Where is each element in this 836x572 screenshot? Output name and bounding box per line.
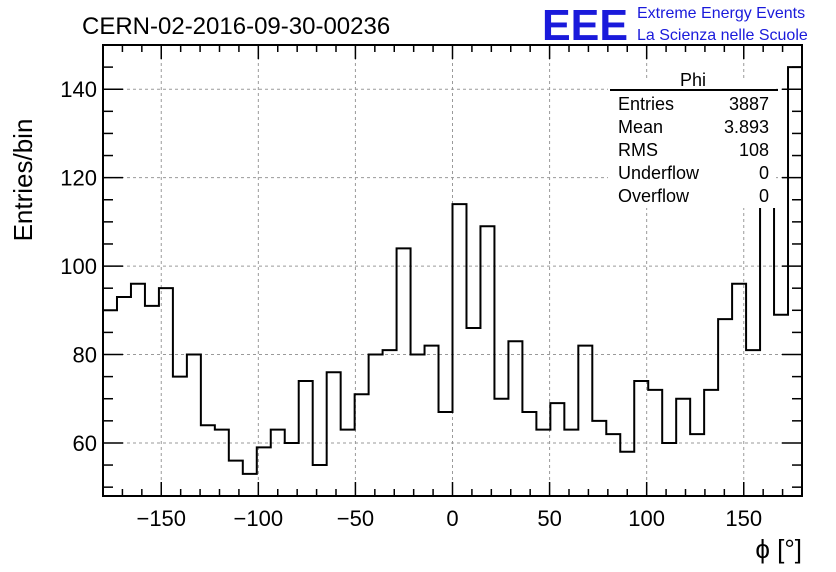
y-tick-label: 120 [60, 166, 97, 191]
y-tick-label: 100 [60, 254, 97, 279]
stats-rows: Entries 3887 Mean 3.893 RMS 108 Underflow 0 Over… [618, 94, 769, 206]
y-tick-label: 80 [73, 343, 97, 368]
x-tick-label: −50 [337, 506, 374, 531]
stats-row-value: 3887 [729, 94, 769, 114]
stats-row-label: Mean [618, 117, 663, 137]
brand-line-2: La Scienza nelle Scuole [637, 27, 808, 44]
stats-row-label: RMS [618, 140, 658, 160]
stats-row-value: 0 [759, 163, 769, 183]
y-axis-title: Entries/bin [8, 119, 38, 242]
x-tick-label: 150 [725, 506, 762, 531]
x-tick-label: −150 [136, 506, 186, 531]
stats-box-background [608, 78, 776, 208]
stats-row-label: Underflow [618, 163, 700, 183]
x-tick-label: −100 [234, 506, 284, 531]
y-tick-label: 60 [73, 431, 97, 456]
stats-box-title: Phi [680, 70, 706, 90]
stats-row-value: 108 [739, 140, 769, 160]
histogram-outline [103, 66, 802, 475]
y-tick-label: 140 [60, 77, 97, 102]
tick-labels: −150 −100 −50 0 50 100 150 60 80 100 120 140 [60, 77, 762, 531]
axis-ticks [102, 44, 803, 496]
eee-logo: EEE [542, 1, 628, 50]
stats-row-label: Entries [618, 94, 674, 114]
brand-line-1: Extreme Energy Events [637, 5, 805, 22]
x-tick-label: 0 [446, 506, 458, 531]
stats-row-value: 3.893 [724, 117, 769, 137]
stats-box: Phi Entries 3887 Mean 3.893 RMS 108 Underflow 0… [608, 70, 778, 208]
x-tick-label: 50 [537, 506, 561, 531]
x-tick-label: 100 [628, 506, 665, 531]
stats-row-value: 0 [759, 186, 769, 206]
stats-row-label: Overflow [618, 186, 690, 206]
x-axis-title: ϕ [°] [755, 534, 802, 564]
chart-title: CERN-02-2016-09-30-00236 [82, 13, 390, 40]
